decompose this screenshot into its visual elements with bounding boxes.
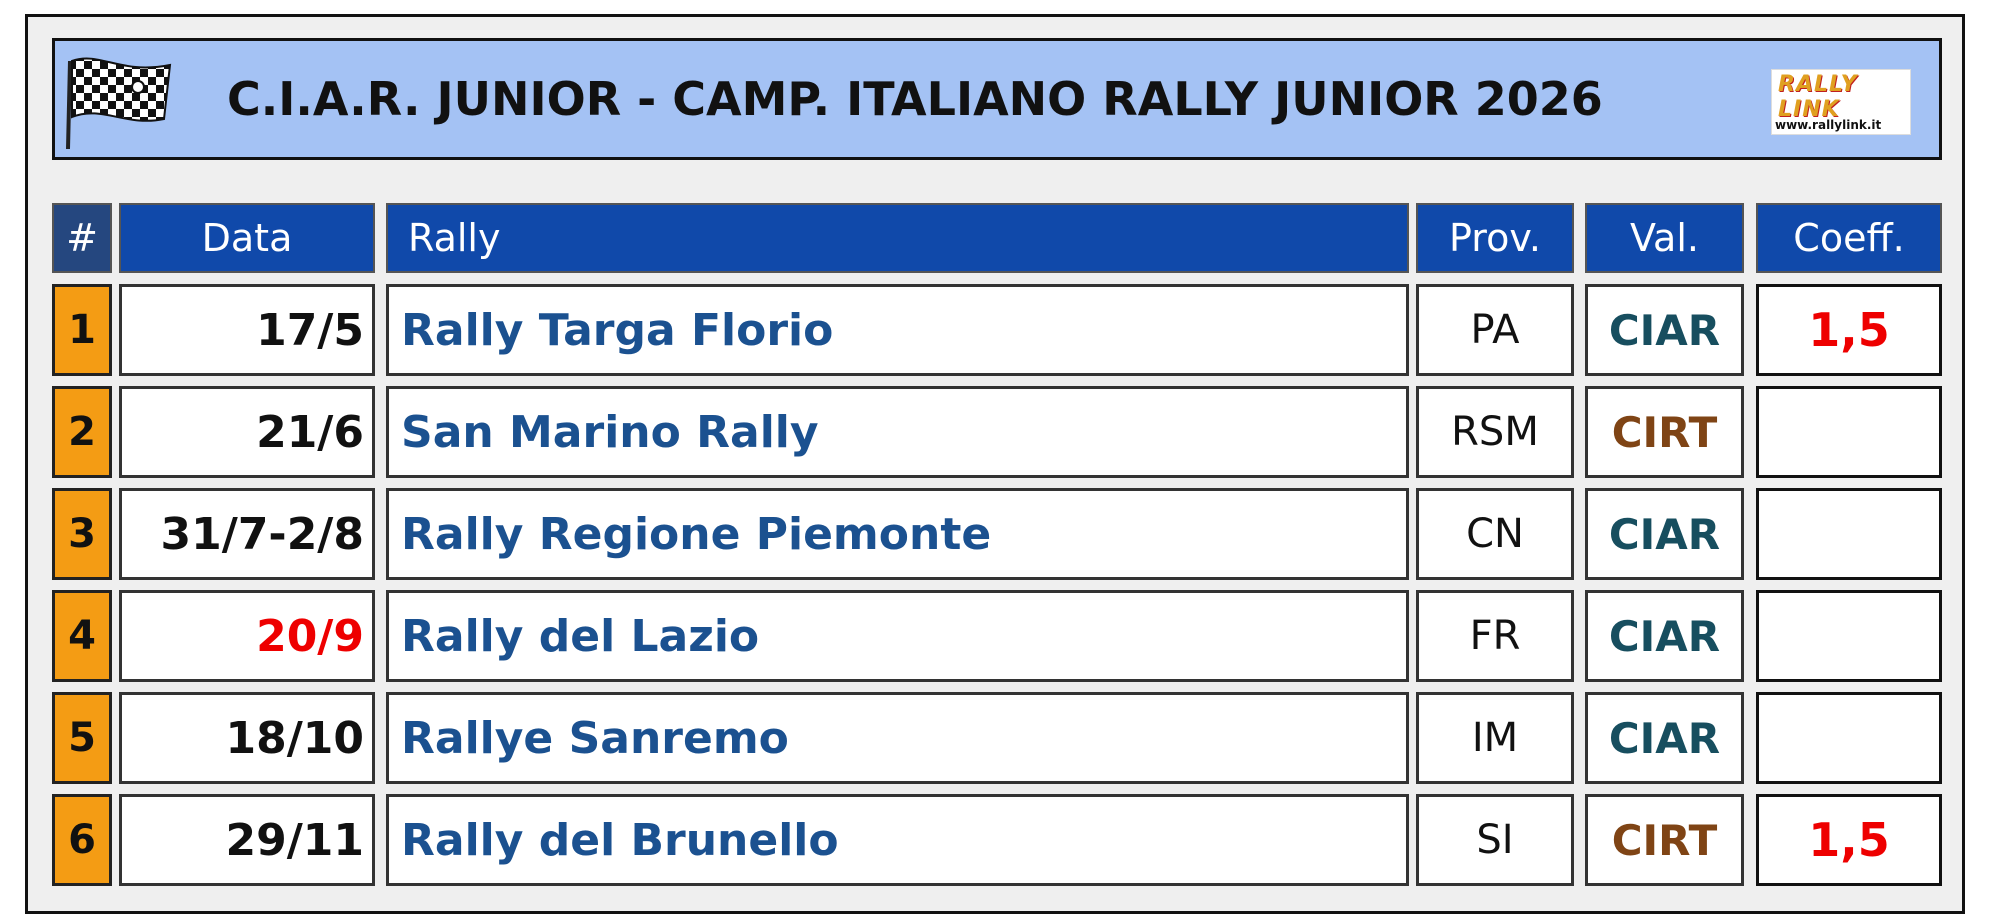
row-number: 5 [52, 692, 112, 784]
col-header-number: # [52, 203, 112, 273]
row-date: 29/11 [119, 794, 375, 886]
row-coefficient [1756, 692, 1942, 784]
row-validity: CIAR [1585, 284, 1744, 376]
row-number: 4 [52, 590, 112, 682]
col-header-prov: Prov. [1416, 203, 1574, 273]
row-date: 21/6 [119, 386, 375, 478]
row-province: SI [1416, 794, 1574, 886]
row-validity: CIAR [1585, 590, 1744, 682]
row-validity: CIRT [1585, 794, 1744, 886]
row-province: FR [1416, 590, 1574, 682]
row-province: IM [1416, 692, 1574, 784]
row-number: 2 [52, 386, 112, 478]
row-number: 3 [52, 488, 112, 580]
title-bar: C.I.A.R. JUNIOR - CAMP. ITALIANO RALLY J… [52, 38, 1942, 160]
checkered-flag-icon [66, 57, 172, 150]
row-province: PA [1416, 284, 1574, 376]
row-date: 18/10 [119, 692, 375, 784]
row-validity: CIAR [1585, 488, 1744, 580]
row-coefficient [1756, 590, 1942, 682]
row-rally-name[interactable]: Rally del Brunello [386, 794, 1409, 886]
row-rally-name[interactable]: Rally Regione Piemonte [386, 488, 1409, 580]
col-header-val: Val. [1585, 203, 1744, 273]
col-header-rally: Rally [386, 203, 1409, 273]
row-coefficient: 1,5 [1756, 284, 1942, 376]
page-title: C.I.A.R. JUNIOR - CAMP. ITALIANO RALLY J… [227, 72, 1603, 126]
row-validity: CIAR [1585, 692, 1744, 784]
row-rally-name[interactable]: Rally Targa Florio [386, 284, 1409, 376]
row-rally-name[interactable]: Rally del Lazio [386, 590, 1409, 682]
row-coefficient: 1,5 [1756, 794, 1942, 886]
row-date: 31/7-2/8 [119, 488, 375, 580]
row-rally-name[interactable]: Rallye Sanremo [386, 692, 1409, 784]
col-header-date: Data [119, 203, 375, 273]
row-coefficient [1756, 488, 1942, 580]
row-date: 17/5 [119, 284, 375, 376]
row-number: 1 [52, 284, 112, 376]
row-number: 6 [52, 794, 112, 886]
row-rally-name[interactable]: San Marino Rally [386, 386, 1409, 478]
row-validity: CIRT [1585, 386, 1744, 478]
row-coefficient [1756, 386, 1942, 478]
logo-url: www.rallylink.it [1775, 118, 1882, 132]
col-header-coeff: Coeff. [1756, 203, 1942, 273]
row-province: CN [1416, 488, 1574, 580]
row-date: 20/9 [119, 590, 375, 682]
row-province: RSM [1416, 386, 1574, 478]
rallylink-logo[interactable]: RALLY LINK www.rallylink.it [1771, 69, 1911, 135]
logo-text: RALLY LINK [1778, 72, 1858, 122]
